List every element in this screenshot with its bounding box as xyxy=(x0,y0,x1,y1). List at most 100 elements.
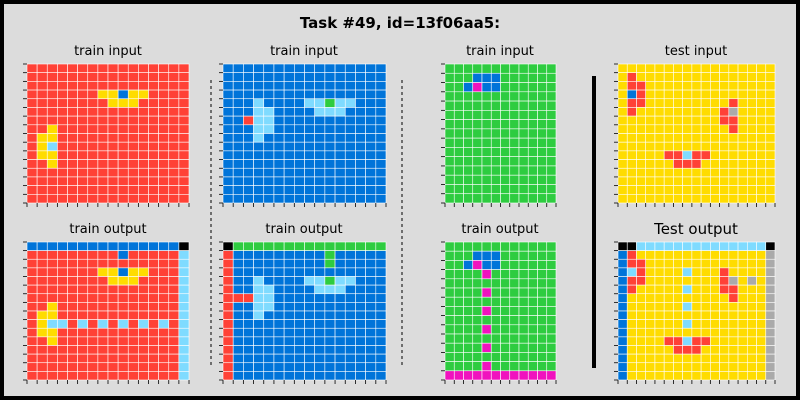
grid-cell xyxy=(334,124,346,134)
grid-cell xyxy=(691,250,702,260)
grid-cell xyxy=(700,241,711,251)
grid-cell xyxy=(294,302,305,312)
grid-cell xyxy=(283,371,295,381)
grid-cell xyxy=(304,133,315,143)
grid-cell xyxy=(645,107,656,117)
grid-cell xyxy=(168,345,180,355)
grid-cell xyxy=(636,327,647,338)
grid-cell xyxy=(490,296,501,307)
grid-cell xyxy=(222,72,234,82)
grid-cell xyxy=(107,258,119,269)
grid-cell xyxy=(518,91,529,102)
grid-cell xyxy=(546,241,557,252)
grid-cell xyxy=(463,315,474,326)
grid-cell xyxy=(344,336,356,346)
grid-cell xyxy=(710,371,720,381)
grid-cell xyxy=(737,336,748,346)
grid-cell xyxy=(263,345,275,355)
grid-cell xyxy=(490,269,501,280)
grid-cell xyxy=(737,310,748,320)
grid-cell xyxy=(97,310,109,320)
grid-cell xyxy=(365,124,377,134)
grid-cell xyxy=(314,319,326,329)
grid-cell xyxy=(673,276,683,286)
grid-cell xyxy=(97,81,109,91)
grid-cell xyxy=(453,184,464,195)
grid-cell xyxy=(127,150,139,160)
grid-cell xyxy=(645,89,656,100)
grid-cell xyxy=(746,141,757,152)
grid-cell xyxy=(509,82,520,93)
grid-cell xyxy=(253,150,265,160)
grid-cell xyxy=(87,353,99,364)
grid-cell xyxy=(509,352,520,362)
grid-cell xyxy=(178,250,190,260)
grid-cell xyxy=(46,63,58,73)
grid-cell xyxy=(636,107,647,117)
grid-cell xyxy=(509,193,520,204)
grid-cell xyxy=(746,124,757,134)
grid-cell xyxy=(294,115,305,126)
grid-cell xyxy=(673,124,683,134)
grid-cell xyxy=(546,174,557,185)
grid-cell xyxy=(67,107,78,117)
grid-cell xyxy=(700,302,711,312)
grid-cell xyxy=(26,176,38,186)
grid-cell xyxy=(673,167,683,178)
grid-cell xyxy=(158,362,170,372)
grid-cell xyxy=(654,141,665,152)
grid-cell xyxy=(294,63,305,73)
grid-cell xyxy=(682,258,693,269)
grid-cell xyxy=(334,81,346,91)
grid-cell xyxy=(273,115,285,126)
grid-cell xyxy=(453,128,464,139)
grid-cell xyxy=(472,128,483,139)
grid-cell xyxy=(87,72,99,82)
grid-cell xyxy=(645,362,656,372)
grid-cell xyxy=(546,269,557,280)
grid-cell xyxy=(710,327,720,338)
grid-cell xyxy=(481,260,492,270)
grid-cell xyxy=(518,287,529,298)
grid-cell xyxy=(232,362,244,372)
grid-cell xyxy=(314,284,326,295)
grid-cell xyxy=(673,267,683,277)
grid-cell xyxy=(273,258,285,269)
grid-cell xyxy=(756,267,767,277)
grid-cell xyxy=(158,176,170,186)
grid-cell xyxy=(26,72,38,82)
grid-cell xyxy=(453,63,464,74)
grid-cell xyxy=(518,119,529,130)
grid-cell xyxy=(682,276,693,286)
grid-cell xyxy=(645,353,656,364)
grid-cell xyxy=(663,124,674,134)
grid-cell xyxy=(617,89,628,100)
grid-cell xyxy=(273,98,285,108)
grid-cell xyxy=(107,293,119,303)
grid-cell xyxy=(294,284,305,295)
grid-cell xyxy=(158,241,170,251)
grid-cell xyxy=(36,133,48,143)
grid-cell xyxy=(375,336,387,346)
grid-cell xyxy=(636,81,647,91)
grid-cell xyxy=(375,276,387,286)
grid-cell xyxy=(682,267,693,277)
grid-cell xyxy=(728,133,739,143)
grid-cell xyxy=(375,362,387,372)
grid-cell xyxy=(645,284,656,295)
grid-cell xyxy=(77,107,89,117)
grid-cell xyxy=(746,284,757,295)
grid-cell xyxy=(481,165,492,176)
grid-cell xyxy=(453,352,464,362)
grid-cell xyxy=(691,284,702,295)
grid-cell xyxy=(178,362,190,372)
grid-cell xyxy=(375,302,387,312)
grid-cell xyxy=(243,319,254,329)
grid-cell xyxy=(344,302,356,312)
grid-cell xyxy=(756,176,767,186)
grid-cell xyxy=(746,194,757,204)
grid-cell xyxy=(500,324,511,335)
grid-cell xyxy=(294,141,305,152)
grid-cell xyxy=(253,89,265,100)
grid-cell xyxy=(626,150,637,160)
